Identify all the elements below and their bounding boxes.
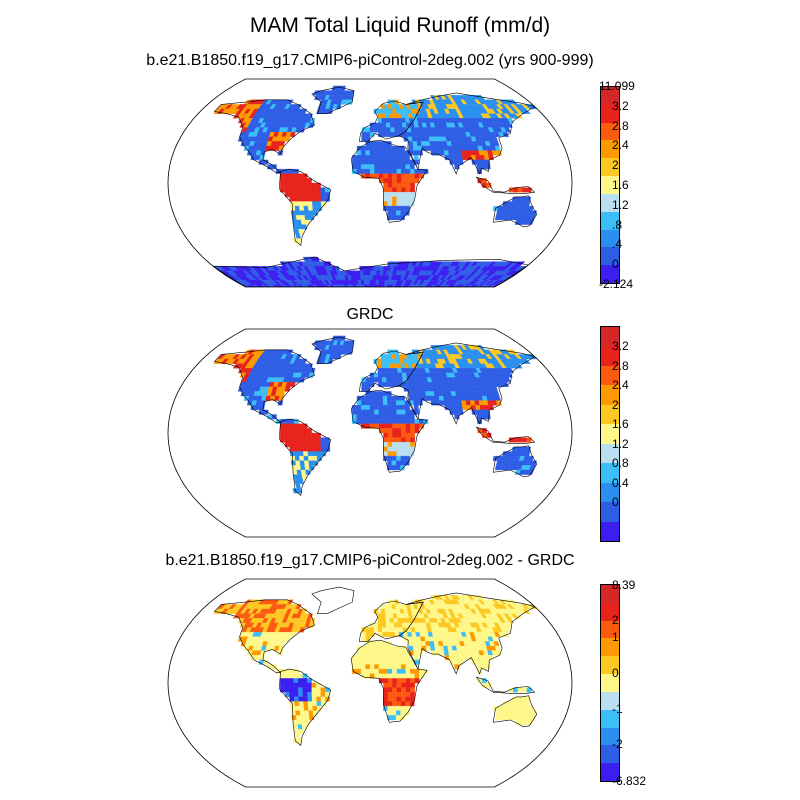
colorbar-swatch	[601, 585, 619, 603]
model-colorbar	[600, 86, 620, 284]
coastline	[350, 639, 428, 723]
colorbar-label: -2.124	[599, 277, 634, 291]
colorbar-swatch	[601, 745, 619, 764]
colorbar-label: -6.832	[612, 774, 647, 788]
coastline	[398, 592, 536, 675]
panel-2-title: GRDC	[346, 306, 394, 323]
colorbar-label: -2	[612, 737, 623, 752]
colorbar-swatch	[601, 691, 619, 710]
colorbar-swatch	[601, 638, 619, 657]
coastline	[492, 195, 538, 228]
coastline	[475, 176, 536, 194]
coastline	[398, 342, 536, 425]
colorbar-label: 2	[612, 397, 619, 412]
colorbar-label: 0	[612, 257, 619, 272]
colorbar-label: 8.39	[612, 578, 636, 592]
coastline	[278, 168, 332, 246]
colorbar-swatch	[601, 140, 619, 159]
coastline	[212, 256, 530, 287]
colorbar-label: 0	[612, 495, 619, 510]
difference-runoff-map	[167, 578, 573, 788]
colorbar-swatch	[601, 463, 619, 483]
coastline	[492, 445, 538, 478]
colorbar-swatch	[601, 763, 619, 781]
colorbar-swatch	[601, 443, 619, 464]
coastline	[350, 139, 428, 223]
colorbar-swatch	[601, 193, 619, 212]
colorbar-swatch	[601, 620, 619, 639]
panel-3-title: b.e21.B1850.f19_g17.CMIP6-piControl-2deg…	[165, 552, 575, 569]
colorbar-label: 11.099	[599, 79, 635, 93]
colorbar-swatch	[601, 385, 619, 405]
runoff-grid	[213, 595, 538, 744]
page-title: MAM Total Liquid Runoff (mm/d)	[249, 14, 551, 37]
colorbar-swatch	[601, 656, 619, 675]
runoff-grid	[212, 85, 538, 287]
colorbar-label: 2.4	[612, 378, 629, 393]
colorbar-label: 2.4	[612, 138, 629, 153]
coastline	[350, 389, 428, 473]
coastline	[213, 99, 315, 173]
colorbar-label: 3.2	[612, 98, 629, 113]
colorbar-label: 2	[612, 612, 619, 627]
colorbar-swatch	[601, 247, 619, 266]
colorbar-label: 0.8	[612, 456, 629, 471]
colorbar-label: 1	[612, 630, 619, 645]
colorbar-swatch	[601, 502, 619, 522]
coastline	[278, 418, 332, 496]
colorbar-label: 2.8	[612, 358, 629, 373]
colorbar-swatch	[601, 674, 619, 692]
coastline	[398, 92, 536, 175]
colorbar-label: .4	[612, 237, 623, 252]
colorbar-label: 3.2	[612, 339, 629, 354]
colorbar-label: 1.6	[612, 417, 629, 432]
colorbar-swatch	[601, 229, 619, 248]
colorbar-swatch	[601, 327, 619, 347]
colorbar-swatch	[601, 404, 619, 425]
colorbar-label: 2	[612, 158, 619, 173]
coastline	[213, 349, 315, 423]
colorbar-label: 1.2	[612, 436, 629, 451]
colorbar-swatch	[601, 346, 619, 366]
grdc-runoff-map	[167, 328, 573, 538]
colorbar-swatch	[601, 482, 619, 503]
colorbar-swatch	[601, 176, 619, 194]
model-runoff-map	[167, 78, 573, 288]
colorbar-swatch	[601, 424, 619, 444]
coastline	[311, 586, 355, 615]
coastline	[311, 336, 355, 365]
coastline	[492, 695, 538, 728]
colorbar-swatch	[601, 211, 619, 230]
colorbar-label: 2.8	[612, 118, 629, 133]
coastline	[213, 599, 315, 673]
panel-1-title: b.e21.B1850.f19_g17.CMIP6-piControl-2deg…	[146, 52, 594, 69]
coastline	[475, 426, 536, 444]
map-border	[167, 328, 573, 538]
colorbar-swatch	[601, 602, 619, 621]
grdc-colorbar	[600, 326, 620, 542]
colorbar-swatch	[601, 521, 619, 541]
colorbar-label: 1.6	[612, 178, 629, 192]
colorbar-swatch	[601, 727, 619, 746]
map-border	[167, 578, 573, 788]
coastline	[278, 668, 332, 746]
coastline	[311, 86, 355, 115]
colorbar-label: 1.2	[612, 197, 629, 212]
colorbar-label: .8	[612, 217, 623, 232]
colorbar-swatch	[601, 104, 619, 123]
coastline	[475, 676, 536, 694]
difference-colorbar	[600, 584, 620, 782]
colorbar-swatch	[601, 122, 619, 141]
colorbar-label: 0	[612, 666, 619, 681]
colorbar-swatch	[601, 87, 619, 105]
map-border	[167, 78, 573, 288]
colorbar-swatch	[601, 365, 619, 386]
colorbar-swatch	[601, 265, 619, 283]
colorbar-label: -1	[612, 701, 623, 716]
colorbar-swatch	[601, 158, 619, 177]
colorbar-swatch	[601, 709, 619, 728]
colorbar-label: 0.4	[612, 475, 629, 490]
